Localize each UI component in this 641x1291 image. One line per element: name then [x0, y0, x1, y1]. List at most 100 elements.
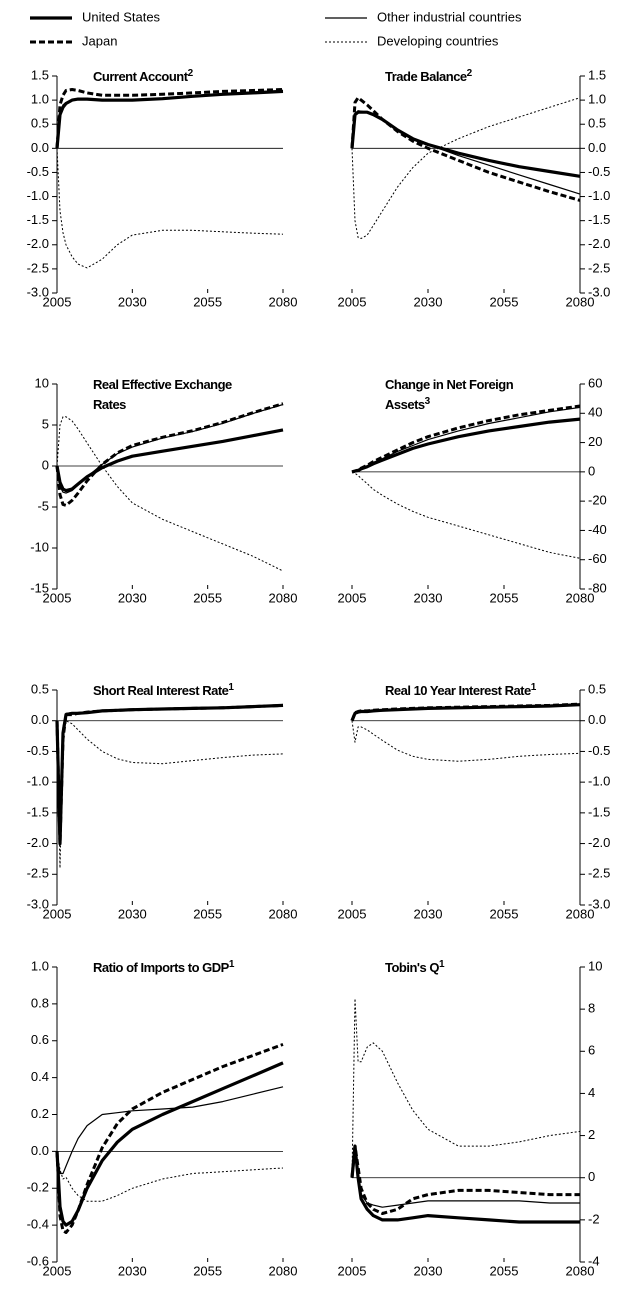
- y-tick-label: -1.0: [27, 774, 49, 789]
- series-line: [351, 110, 581, 195]
- x-tick-label: 2055: [193, 906, 222, 921]
- y-tick-label: 0.0: [588, 140, 606, 155]
- chart-title-line: Real 10 Year Interest Rate: [385, 683, 531, 698]
- x-tick-label: 2030: [414, 906, 443, 921]
- y-tick-label: -2.5: [27, 866, 49, 881]
- y-tick-label: -2.0: [588, 236, 610, 251]
- y-tick-label: -2.5: [588, 866, 610, 881]
- y-tick-label: 4: [588, 1085, 595, 1100]
- panel: -80 -60 -40 -20 0 20 40 60 2005 2030 2055 2080 Chang…: [338, 375, 607, 605]
- series-line: [55, 402, 284, 507]
- y-tick-label: -1.5: [27, 212, 49, 227]
- title-footnote: 1: [531, 682, 537, 693]
- y-tick-label: 0.8: [31, 995, 49, 1010]
- chart-title: Rates: [93, 397, 126, 412]
- series-line: [55, 703, 284, 846]
- chart-title: Short Real Interest Rate1: [93, 682, 234, 699]
- x-tick-label: 2080: [566, 590, 595, 605]
- y-tick-label: -3.0: [588, 896, 610, 911]
- panel: -3.0 -2.5 -2.0 -1.5 -1.0 -0.5 0.0 0.5 2005 2030 20…: [338, 681, 611, 921]
- y-tick-label: -2.0: [27, 236, 49, 251]
- y-tick-label: -5: [37, 498, 49, 513]
- series-line: [55, 428, 284, 493]
- y-tick-label: 0.5: [31, 681, 49, 696]
- x-tick-label: 2005: [338, 590, 367, 605]
- chart-title: Trade Balance2: [385, 68, 473, 85]
- y-tick-label: 8: [588, 1001, 595, 1016]
- legend-label: Japan: [82, 33, 117, 48]
- panel: -3.0 -2.5 -2.0 -1.5 -1.0 -0.5 0.0 0.5 1.0 1.5 2005…: [338, 67, 611, 309]
- x-tick-label: 2080: [269, 294, 298, 309]
- y-tick-label: -3.0: [27, 284, 49, 299]
- y-tick-label: 0.5: [588, 681, 606, 696]
- y-tick-label: 0.6: [31, 1032, 49, 1047]
- y-tick-label: 10: [35, 375, 49, 390]
- y-tick-label: 0: [588, 1169, 595, 1184]
- y-tick-label: 0.2: [31, 1106, 49, 1121]
- series-line: [55, 703, 284, 846]
- x-tick-label: 2005: [43, 906, 72, 921]
- series-line: [56, 403, 284, 494]
- chart-title: Ratio of Imports to GDP1: [93, 959, 235, 976]
- y-tick-label: -1.0: [588, 188, 610, 203]
- y-tick-label: -15: [30, 580, 49, 595]
- x-tick-label: 2080: [566, 294, 595, 309]
- series-line: [350, 1144, 580, 1224]
- series-line: [351, 720, 581, 762]
- series-line: [55, 1061, 284, 1227]
- x-tick-label: 2055: [490, 590, 519, 605]
- x-tick-label: 2030: [118, 294, 147, 309]
- x-tick-label: 2080: [269, 1263, 298, 1278]
- x-tick-label: 2005: [338, 1263, 367, 1278]
- x-tick-label: 2055: [193, 294, 222, 309]
- y-tick-label: -2: [588, 1211, 600, 1226]
- y-tick-label: 2: [588, 1127, 595, 1142]
- series-line: [351, 1149, 580, 1208]
- series-line: [56, 1086, 284, 1175]
- x-tick-label: 2055: [490, 294, 519, 309]
- series-line: [351, 998, 581, 1178]
- y-tick-label: 40: [588, 405, 602, 420]
- series-line: [56, 416, 284, 572]
- y-tick-label: 1.5: [588, 67, 606, 82]
- chart-title: Current Account2: [93, 68, 194, 85]
- x-tick-label: 2080: [566, 906, 595, 921]
- legend-label: Other industrial countries: [377, 9, 522, 24]
- panel: -3.0 -2.5 -2.0 -1.5 -1.0 -0.5 0.0 0.5 1.0 1.5 2005…: [27, 67, 298, 309]
- y-tick-label: -0.5: [588, 743, 610, 758]
- series-line: [56, 704, 284, 814]
- y-tick-label: -80: [588, 580, 607, 595]
- x-tick-label: 2005: [338, 294, 367, 309]
- series-line: [351, 417, 581, 474]
- title-footnote: 3: [425, 396, 431, 407]
- y-tick-label: -0.6: [27, 1253, 49, 1268]
- x-tick-label: 2080: [269, 906, 298, 921]
- legend-label: United States: [82, 9, 161, 24]
- series-line: [351, 704, 581, 721]
- series-line: [56, 89, 284, 149]
- x-tick-label: 2030: [414, 294, 443, 309]
- y-tick-label: -1.5: [588, 804, 610, 819]
- chart-title-line: Trade Balance: [385, 69, 467, 84]
- series-line: [56, 148, 284, 269]
- chart-title-line: Assets: [385, 397, 425, 412]
- chart-title-line: Short Real Interest Rate: [93, 683, 229, 698]
- y-tick-label: -4: [588, 1253, 600, 1268]
- chart-title: Change in Net Foreign: [385, 377, 514, 392]
- legend-label: Developing countries: [377, 33, 499, 48]
- series-line: [351, 406, 581, 473]
- y-tick-label: 5: [42, 416, 49, 431]
- y-tick-label: 0.0: [31, 1143, 49, 1158]
- panel: -4 -2 0 2 4 6 8 10 2005 2030 2055 2080 Tobin's Q1: [338, 958, 603, 1278]
- y-tick-label: -1.0: [588, 774, 610, 789]
- title-footnote: 1: [439, 959, 445, 970]
- y-tick-label: 1.0: [31, 958, 49, 973]
- y-tick-label: 0.5: [588, 116, 606, 131]
- series-line: [56, 720, 284, 869]
- chart-title-line: Current Account: [93, 69, 189, 84]
- x-tick-label: 2080: [269, 590, 298, 605]
- y-tick-label: -2.5: [588, 260, 610, 275]
- chart-title-line: Rates: [93, 397, 126, 412]
- x-tick-label: 2030: [118, 906, 147, 921]
- y-tick-label: -3.0: [27, 896, 49, 911]
